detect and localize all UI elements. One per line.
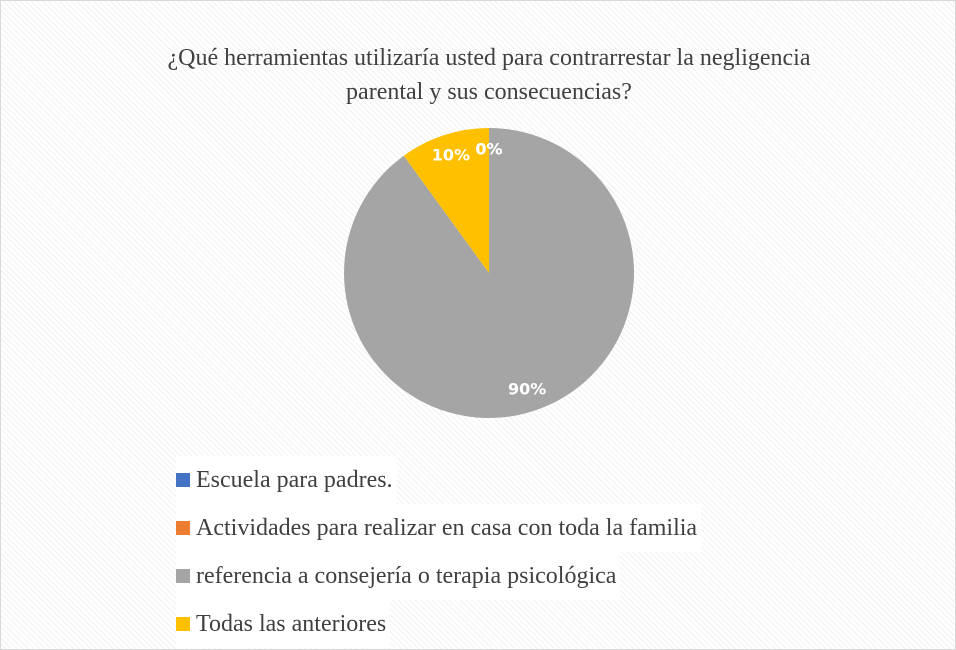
- pie-slice: [344, 128, 635, 419]
- pie: 0%0%90%10%: [344, 128, 635, 419]
- legend-label: Escuela para padres.: [196, 466, 393, 493]
- data-label: 90%: [508, 380, 546, 399]
- legend-swatch: [176, 617, 190, 631]
- legend-item: referencia a consejería o terapia psicol…: [176, 552, 621, 600]
- legend-label: Todas las anteriores: [196, 610, 387, 637]
- data-label: 0%: [475, 139, 502, 158]
- legend: Escuela para padres. Actividades para rea…: [176, 456, 816, 648]
- legend-swatch: [176, 473, 190, 487]
- legend-item: Todas las anteriores: [176, 600, 391, 648]
- legend-item: Actividades para realizar en casa con to…: [176, 504, 702, 552]
- legend-swatch: [176, 521, 190, 535]
- legend-label: referencia a consejería o terapia psicol…: [196, 562, 617, 589]
- chart-title: ¿Qué herramientas utilizaría usted para …: [167, 45, 811, 105]
- data-label: 0%: [475, 139, 502, 158]
- legend-label: Actividades para realizar en casa con to…: [196, 514, 698, 541]
- legend-swatch: [176, 569, 190, 583]
- pie-slice: [403, 128, 489, 273]
- data-label: 10%: [432, 145, 470, 164]
- legend-item: Escuela para padres.: [176, 456, 397, 504]
